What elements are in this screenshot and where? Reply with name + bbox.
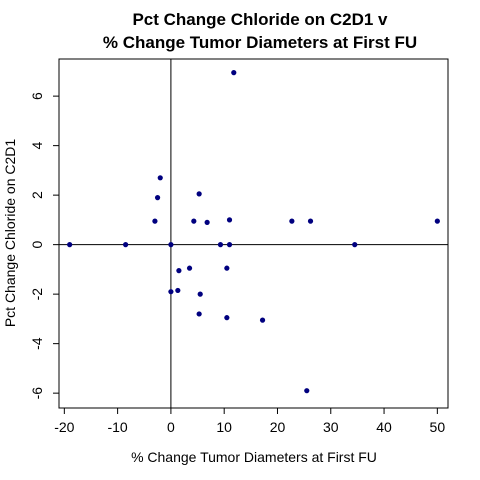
data-point [196, 191, 202, 197]
data-point [224, 265, 230, 271]
x-tick-label: 10 [216, 419, 232, 435]
y-tick-label: -2 [29, 288, 45, 301]
x-tick-label: 20 [270, 419, 286, 435]
x-tick-label: 40 [376, 419, 392, 435]
data-points [67, 70, 440, 394]
x-tick-label: -20 [54, 419, 74, 435]
data-point [304, 388, 310, 394]
data-point [175, 287, 181, 294]
data-point [197, 291, 203, 297]
data-point [157, 175, 163, 181]
x-tick-label: 0 [167, 419, 175, 435]
data-point [352, 242, 358, 248]
data-point [67, 242, 73, 248]
x-tick-label: -10 [107, 419, 127, 435]
data-point [152, 218, 158, 224]
reference-lines [59, 59, 448, 408]
data-point [168, 289, 174, 295]
data-point [224, 315, 230, 321]
y-tick-label: -4 [29, 337, 45, 350]
chart-title-line-2: % Change Tumor Diameters at First FU [103, 33, 417, 52]
y-axis: -6 -4 -2 0 2 4 6 [29, 92, 59, 399]
y-tick-label: -6 [29, 387, 45, 400]
x-axis-label: % Change Tumor Diameters at First FU [131, 449, 377, 465]
data-point [289, 218, 295, 224]
data-point [168, 242, 174, 248]
data-point [231, 70, 237, 76]
y-tick-label: 6 [29, 92, 45, 100]
data-point [434, 218, 440, 224]
data-point [204, 219, 210, 225]
data-point [196, 311, 202, 317]
y-tick-label: 4 [29, 142, 45, 150]
data-point [307, 218, 314, 224]
y-tick-label: 0 [29, 241, 45, 249]
data-point [154, 195, 161, 201]
x-tick-label: 50 [430, 419, 446, 435]
data-point [226, 242, 233, 248]
data-point [191, 218, 197, 224]
data-point [226, 217, 233, 223]
chart-title-line-1: Pct Change Chloride on C2D1 v [132, 10, 388, 29]
x-axis: -20 -10 0 10 20 30 40 50 [54, 408, 445, 435]
y-tick-label: 2 [29, 191, 45, 199]
x-tick-label: 30 [323, 419, 339, 435]
data-point [217, 242, 224, 248]
data-point [186, 265, 193, 271]
data-point [123, 242, 129, 248]
y-axis-label: Pct Change Chloride on C2D1 [2, 139, 18, 328]
data-point [176, 268, 182, 274]
plot-frame [58, 58, 449, 409]
data-point [259, 317, 266, 323]
